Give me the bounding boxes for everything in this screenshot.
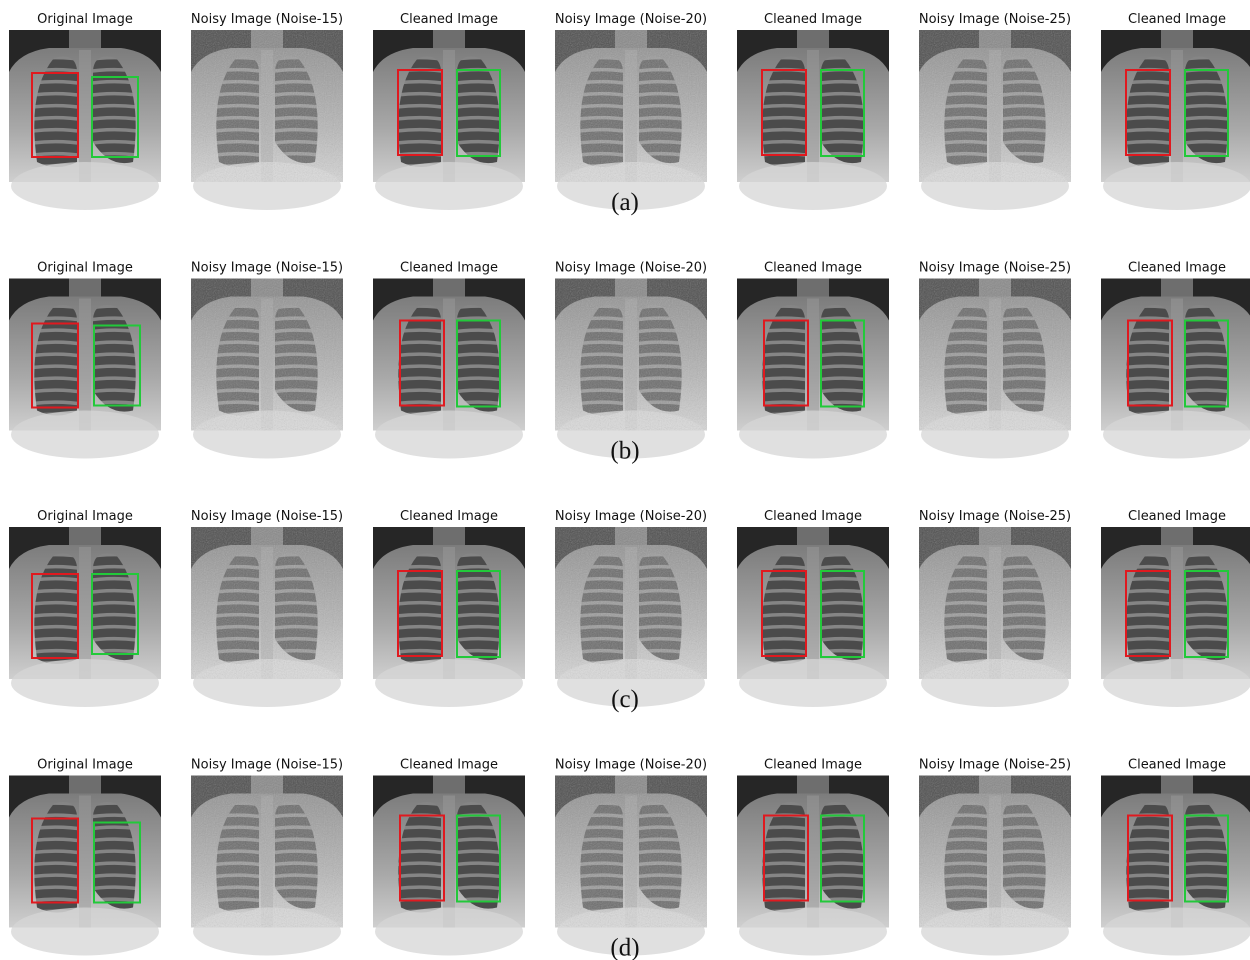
xray-image <box>919 279 1071 459</box>
xray-abdomen <box>1103 162 1250 210</box>
xray-image <box>191 30 343 210</box>
panel-title: Original Image <box>37 509 133 524</box>
panel-title: Original Image <box>37 12 133 27</box>
panel-title: Cleaned Image <box>764 758 862 773</box>
panel-title: Noisy Image (Noise-15) <box>191 261 343 276</box>
panel-title: Cleaned Image <box>400 509 498 524</box>
xray-abdomen <box>11 162 159 210</box>
xray-noise <box>555 776 707 928</box>
panel-title: Noisy Image (Noise-20) <box>555 758 707 773</box>
xray-abdomen <box>1103 659 1250 707</box>
xray-image <box>373 527 525 707</box>
panel-title: Noisy Image (Noise-25) <box>919 261 1071 276</box>
xray-image <box>1101 30 1250 210</box>
page: Original Image Noisy Image (Noise-15) Clea… <box>0 0 1250 960</box>
xray-abdomen <box>739 659 887 707</box>
row-label: (c) <box>611 686 639 713</box>
xray-abdomen <box>739 411 887 459</box>
xray-image <box>191 776 343 956</box>
panel-title: Cleaned Image <box>764 261 862 276</box>
panel-title: Cleaned Image <box>400 758 498 773</box>
xray-abdomen <box>739 908 887 956</box>
xray-abdomen <box>1103 411 1250 459</box>
panel-title: Cleaned Image <box>1128 261 1226 276</box>
xray-noise <box>191 30 343 182</box>
xray-abdomen <box>375 411 523 459</box>
xray-image <box>191 527 343 707</box>
xray-abdomen <box>739 162 887 210</box>
xray-image <box>737 279 889 459</box>
xray-image <box>373 776 525 956</box>
xray-image <box>1101 527 1250 707</box>
panel-title: Noisy Image (Noise-20) <box>555 261 707 276</box>
xray-abdomen <box>375 162 523 210</box>
xray-image <box>9 30 161 210</box>
xray-image <box>191 279 343 459</box>
panel-title: Noisy Image (Noise-15) <box>191 509 343 524</box>
row-label: (b) <box>610 438 639 465</box>
xray-noise <box>555 527 707 679</box>
panel-title: Noisy Image (Noise-25) <box>919 509 1071 524</box>
xray-image <box>737 527 889 707</box>
panel-title: Cleaned Image <box>1128 758 1226 773</box>
xray-abdomen <box>11 908 159 956</box>
xray-image <box>555 279 707 459</box>
panel-title: Cleaned Image <box>764 12 862 27</box>
figure: Original Image Noisy Image (Noise-15) Clea… <box>0 0 1250 960</box>
panel-title: Noisy Image (Noise-15) <box>191 12 343 27</box>
xray-noise <box>191 279 343 431</box>
xray-image <box>9 279 161 459</box>
xray-abdomen <box>11 411 159 459</box>
panel-title: Noisy Image (Noise-15) <box>191 758 343 773</box>
xray-abdomen <box>11 659 159 707</box>
xray-image <box>373 30 525 210</box>
panel-title: Noisy Image (Noise-25) <box>919 12 1071 27</box>
row-label: (a) <box>611 189 639 216</box>
xray-image <box>9 776 161 956</box>
xray-image <box>1101 279 1250 459</box>
xray-noise <box>191 776 343 928</box>
xray-image <box>9 527 161 707</box>
xray-image <box>1101 776 1250 956</box>
xray-image <box>919 527 1071 707</box>
panel-title: Cleaned Image <box>1128 509 1226 524</box>
xray-noise <box>919 527 1071 679</box>
xray-noise <box>191 527 343 679</box>
xray-noise <box>919 30 1071 182</box>
panel-title: Cleaned Image <box>400 12 498 27</box>
xray-image <box>555 30 707 210</box>
xray-noise <box>919 279 1071 431</box>
xray-image <box>737 776 889 956</box>
panel-title: Original Image <box>37 261 133 276</box>
xray-image <box>737 30 889 210</box>
xray-image <box>919 30 1071 210</box>
panel-title: Cleaned Image <box>764 509 862 524</box>
panel-title: Original Image <box>37 758 133 773</box>
xray-abdomen <box>1103 908 1250 956</box>
xray-noise <box>555 30 707 182</box>
xray-abdomen <box>375 659 523 707</box>
xray-image <box>919 776 1071 956</box>
panel-title: Noisy Image (Noise-20) <box>555 509 707 524</box>
panel-title: Cleaned Image <box>1128 12 1226 27</box>
xray-image <box>555 527 707 707</box>
panel-title: Noisy Image (Noise-25) <box>919 758 1071 773</box>
panel-title: Noisy Image (Noise-20) <box>555 12 707 27</box>
xray-image <box>555 776 707 956</box>
xray-image <box>373 279 525 459</box>
xray-noise <box>555 279 707 431</box>
row-label: (d) <box>610 935 639 960</box>
xray-noise <box>919 776 1071 928</box>
xray-abdomen <box>375 908 523 956</box>
panel-title: Cleaned Image <box>400 261 498 276</box>
